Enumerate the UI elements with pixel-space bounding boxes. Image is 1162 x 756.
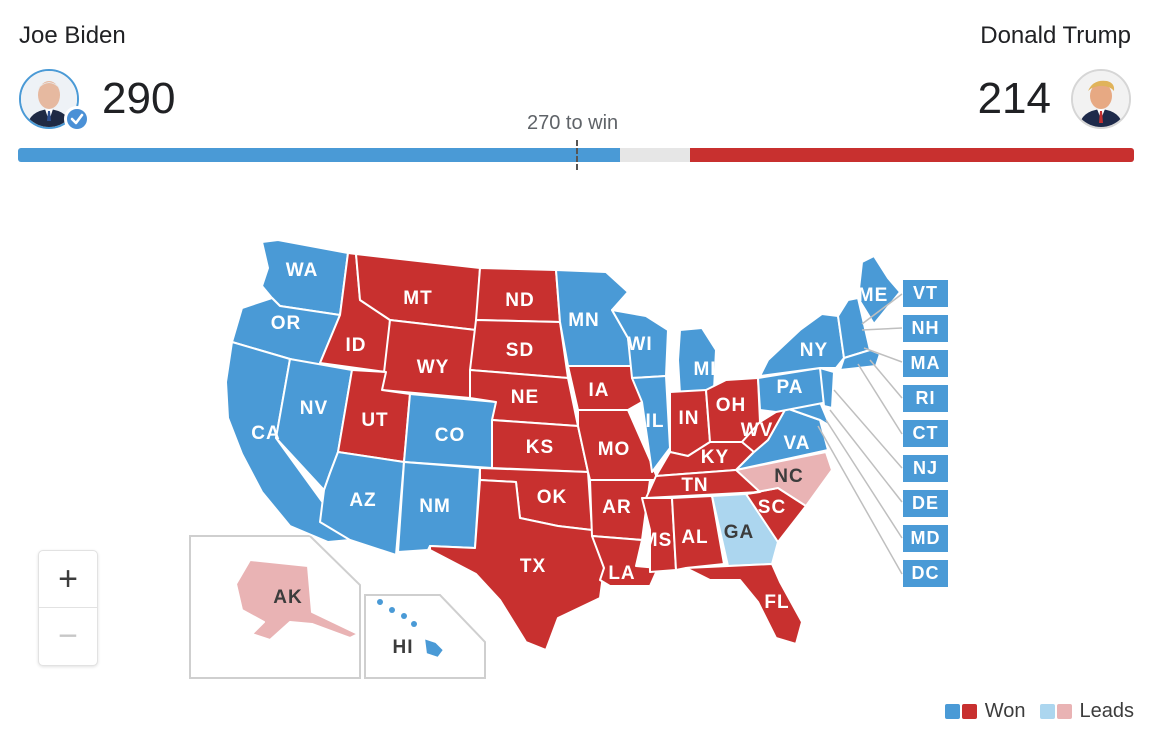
state-label-mi: MI [693,359,716,380]
state-label-me: ME [858,285,889,306]
state-label-ks: KS [526,437,554,458]
state-label-pa: PA [777,377,804,398]
state-hi[interactable] [423,637,445,659]
rep-electoral-votes: 214 [977,74,1051,123]
state-label-ak: AK [273,587,302,608]
state-label-ia: IA [589,380,610,401]
rep-candidate-avatar [1071,69,1131,129]
state-label-fl: FL [764,592,789,613]
state-label-nm: NM [419,496,451,517]
state-label-ok: OK [537,487,568,508]
state-box-nj[interactable]: NJ [903,455,948,482]
state-al[interactable] [671,495,725,571]
legend-rep-won-swatch [961,704,977,719]
state-ak[interactable] [235,559,359,641]
dem-electoral-votes: 290 [102,74,176,123]
state-label-wy: WY [417,357,450,378]
state-label-tx: TX [520,556,546,577]
state-label-ar: AR [602,497,631,518]
state-label-mn: MN [568,310,600,331]
hi-island [411,621,417,627]
state-la[interactable] [591,535,659,587]
us-electoral-map[interactable]: WA OR CA NV ID MT WY UT CO AZ NM ND SD N… [180,230,980,690]
zoom-control: + − [38,550,98,666]
state-ms[interactable] [641,497,677,573]
state-label-mo: MO [598,439,631,460]
state-ia[interactable] [567,365,643,411]
hawaii-inset-frame [364,594,486,679]
state-label-id: ID [346,335,367,356]
map-legend: Won Leads [944,700,1135,723]
state-ga[interactable] [711,493,779,567]
state-label-ky: KY [701,447,729,468]
state-label-or: OR [271,313,302,334]
state-box-vt[interactable]: VT [903,280,948,307]
state-label-ga: GA [724,522,755,543]
winner-check-icon [64,106,90,132]
threshold-label: 270 to win [527,112,619,134]
state-ct-ri-ma[interactable] [839,349,881,371]
state-label-il: IL [646,411,665,432]
threshold-marker [576,140,578,170]
state-box-ct[interactable]: CT [903,420,948,447]
state-tx[interactable] [429,479,605,651]
state-label-hi: HI [393,637,414,658]
rep-bar-segment [690,148,1134,162]
hi-island [377,599,383,605]
state-label-ny: NY [800,340,828,361]
state-label-ms: MS [642,530,673,551]
state-box-nh[interactable]: NH [903,315,948,342]
state-il[interactable] [631,375,671,473]
zoom-in-button[interactable]: + [39,551,97,608]
dem-bar-segment [18,148,620,162]
state-label-wv: WV [741,420,774,441]
state-box-ri[interactable]: RI [903,385,948,412]
legend-dem-leads-swatch [1039,704,1055,719]
state-label-ne: NE [511,387,539,408]
state-label-ca: CA [251,423,280,444]
state-label-al: AL [681,527,708,548]
state-label-oh: OH [716,395,747,416]
dem-candidate-name: Joe Biden [19,22,126,49]
state-fl[interactable] [685,563,803,645]
state-label-az: AZ [349,490,376,511]
state-box-dc[interactable]: DC [903,560,948,587]
state-me[interactable] [857,255,901,325]
state-label-mt: MT [403,288,432,309]
state-label-ut: UT [361,410,388,431]
state-label-nd: ND [505,290,534,311]
state-nj[interactable] [819,367,835,409]
legend-rep-leads-swatch [1056,704,1072,719]
hi-island [401,613,407,619]
dem-candidate-avatar [19,69,79,129]
hi-island [389,607,395,613]
state-label-wa: WA [286,260,319,281]
state-label-tn: TN [681,475,708,496]
zoom-out-button[interactable]: − [58,617,78,655]
legend-won-label: Won [984,700,1026,722]
state-label-la: LA [608,563,635,584]
state-label-sc: SC [758,497,786,518]
state-label-wi: WI [627,334,652,355]
state-label-sd: SD [506,340,534,361]
state-box-ma[interactable]: MA [903,350,948,377]
state-label-in: IN [679,408,700,429]
rep-candidate-name: Donald Trump [980,22,1131,49]
state-label-va: VA [784,433,811,454]
state-box-md[interactable]: MD [903,525,948,552]
state-label-nv: NV [300,398,328,419]
state-label-nc: NC [774,466,803,487]
state-box-de[interactable]: DE [903,490,948,517]
legend-dem-won-swatch [944,704,960,719]
state-label-co: CO [435,425,466,446]
legend-leads-label: Leads [1079,700,1135,722]
state-new-england[interactable] [837,297,871,359]
small-state-leaders [817,293,903,575]
